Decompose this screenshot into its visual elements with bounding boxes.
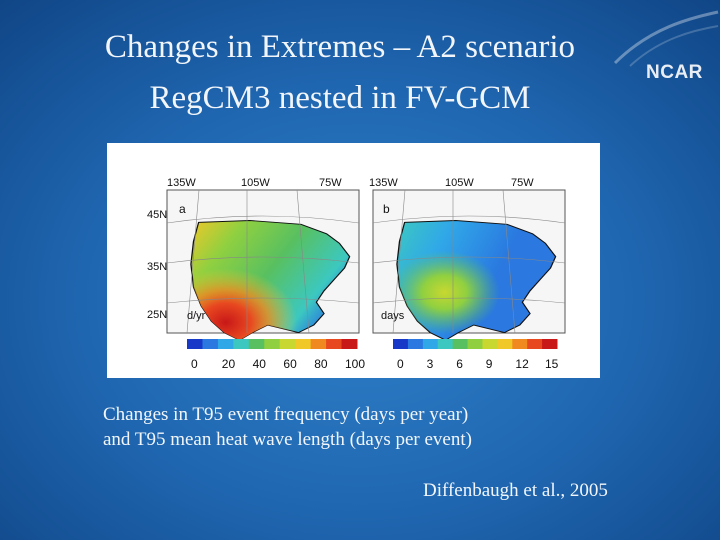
caption-line2: and T95 mean heat wave length (days per … [103,429,472,450]
colorbar-swatch [310,339,327,349]
panel-b-unit: days [381,310,405,322]
colorbar-swatch [264,339,281,349]
panel-b-label: b [383,202,390,216]
colorbar-tick-label: 0 [191,357,198,371]
panel-a-unit: d/yr [187,310,206,322]
slide-title-line1: Changes in Extremes – A2 scenario [104,29,576,65]
panel-b-colorbar-ticks: 0 3 6 9 12 15 [397,357,559,371]
colorbar-swatch [497,339,513,349]
colorbar-swatch [467,339,483,349]
colorbar-tick-label: 80 [314,357,328,371]
panel-a-graticule [166,189,360,334]
colorbar-tick-label: 3 [427,357,434,371]
colorbar-tick-label: 12 [515,357,529,371]
colorbar-swatch [422,339,439,349]
panel-a-colorbar [187,339,358,349]
lat-label: 35N [147,261,167,273]
slide-title-line2: RegCM3 nested in FV-GCM [149,80,531,116]
colorbar-swatch [452,339,469,349]
colorbar-tick-label: 9 [486,357,493,371]
colorbar-swatch [542,339,558,349]
colorbar-swatch [295,339,312,349]
colorbar-swatch [407,339,424,349]
colorbar-swatch [187,339,203,349]
lat-label: 25N [147,309,167,321]
colorbar-tick-label: 60 [283,357,297,371]
panel-a: a d/yr [166,189,360,341]
colorbar-swatch [482,339,498,349]
lon-label: 105W [241,177,270,189]
colorbar-swatch [248,339,265,349]
colorbar-swatch [437,339,454,349]
colorbar-tick-label: 15 [545,357,559,371]
lon-label: 75W [319,177,342,189]
map-figure-svg: a d/yr b days 135W 105W 75W 135W [147,177,566,371]
panel-a-colorbar-ticks: 0 20 40 60 80 100 [191,357,365,371]
citation: Diffenbaugh et al., 2005 [423,480,608,501]
map-figure: a d/yr b days 135W 105W 75W 135W [107,143,600,378]
colorbar-swatch [202,339,219,349]
colorbar-swatch [233,339,250,349]
panel-b: b days [372,189,566,341]
panel-b-colorbar [393,339,558,349]
colorbar-swatch [279,339,296,349]
ncar-logo: NCAR [646,62,703,83]
colorbar-swatch [512,339,528,349]
lon-label: 135W [167,177,196,189]
ncar-swoosh-icon [613,10,719,67]
colorbar-swatch [527,339,543,349]
lon-label: 105W [445,177,474,189]
caption-line1: Changes in T95 event frequency (days per… [103,404,469,425]
colorbar-tick-label: 6 [456,357,463,371]
lon-label: 75W [511,177,534,189]
lon-label: 135W [369,177,398,189]
lat-label: 45N [147,209,167,221]
panel-a-label: a [179,202,186,216]
colorbar-swatch [341,339,358,349]
colorbar-tick-label: 20 [222,357,236,371]
colorbar-tick-label: 0 [397,357,404,371]
colorbar-tick-label: 40 [253,357,267,371]
panel-b-graticule [372,189,566,334]
colorbar-swatch [217,339,234,349]
colorbar-swatch [326,339,343,349]
colorbar-swatch [393,339,409,349]
colorbar-tick-label: 100 [345,357,365,371]
